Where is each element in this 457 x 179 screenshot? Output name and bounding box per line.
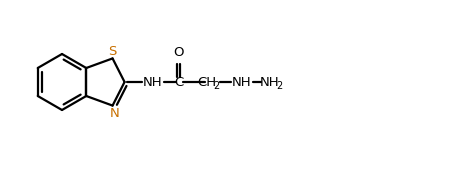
Text: CH: CH: [197, 76, 216, 88]
Text: N: N: [110, 107, 119, 120]
Text: O: O: [173, 45, 184, 59]
Text: NH: NH: [260, 76, 279, 88]
Text: NH: NH: [232, 76, 251, 88]
Text: NH: NH: [143, 76, 162, 88]
Text: S: S: [108, 45, 117, 58]
Text: 2: 2: [276, 81, 283, 91]
Text: 2: 2: [213, 81, 220, 91]
Text: C: C: [174, 76, 183, 88]
